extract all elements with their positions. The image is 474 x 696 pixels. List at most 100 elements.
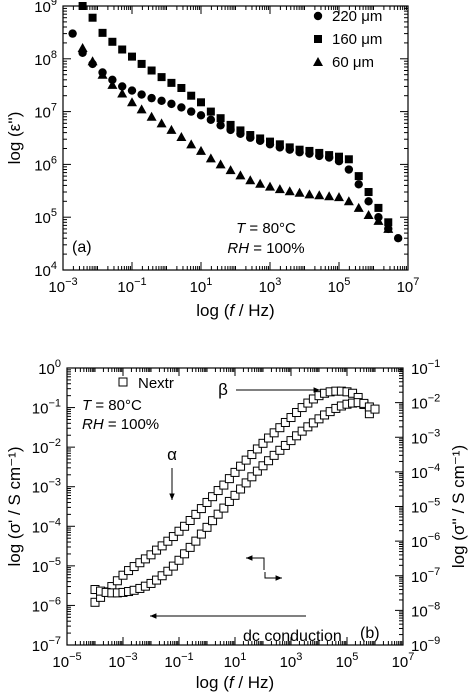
data-point-a-0 xyxy=(137,90,146,99)
y-right-tick-label-b: 10−9 xyxy=(411,635,440,655)
data-point-a-2 xyxy=(77,43,88,53)
data-point-a-2 xyxy=(127,97,137,107)
data-point-a-1 xyxy=(246,131,255,140)
data-point-b-0 xyxy=(269,428,279,438)
data-point-b-0 xyxy=(224,474,234,484)
y-left-tick-label-b: 10−7 xyxy=(32,635,61,655)
y-tick-label-a: 105 xyxy=(34,207,57,227)
data-point-a-1 xyxy=(78,2,87,10)
data-point-b-0 xyxy=(297,403,307,413)
data-point-b-1 xyxy=(275,445,285,455)
legend-marker-a-2 xyxy=(313,57,323,66)
y-tick-label-a: 109 xyxy=(34,0,57,16)
data-point-a-1 xyxy=(147,66,156,75)
data-point-a-2 xyxy=(205,153,216,163)
data-point-b-1 xyxy=(213,509,223,519)
x-tick-label-a: 10−1 xyxy=(117,276,146,296)
data-point-b-1 xyxy=(269,450,279,460)
x-tick-label-b: 10−5 xyxy=(52,651,81,671)
data-point-a-1 xyxy=(167,78,176,87)
series-b-1 xyxy=(90,398,380,598)
data-point-b-0 xyxy=(230,467,240,477)
data-point-a-1 xyxy=(364,188,373,197)
annotation-a-0: T = 80°C xyxy=(236,220,296,237)
annotation-b-var-1: RH xyxy=(82,416,104,433)
data-point-b-0 xyxy=(292,408,302,418)
annotation-b-var-0: T xyxy=(82,397,93,414)
data-point-a-1 xyxy=(226,120,235,129)
data-point-a-2 xyxy=(215,159,226,169)
data-point-b-0 xyxy=(236,461,246,471)
data-point-a-1 xyxy=(266,137,274,146)
data-point-a-0 xyxy=(393,234,403,243)
data-point-a-2 xyxy=(284,186,295,196)
legend-label-b: Nextr xyxy=(138,375,174,392)
x-tick-label-b: 101 xyxy=(224,651,247,671)
y-right-tick-label-b: 10−7 xyxy=(411,566,440,586)
data-point-b-1 xyxy=(286,436,296,446)
data-point-b-0 xyxy=(112,576,122,586)
data-point-b-0 xyxy=(213,486,223,496)
sigma-left-pointer xyxy=(246,557,265,570)
data-point-b-0 xyxy=(180,521,190,531)
data-point-b-0 xyxy=(168,532,178,542)
data-point-a-0 xyxy=(354,180,363,189)
data-point-b-0 xyxy=(219,480,229,490)
data-point-a-2 xyxy=(136,104,147,114)
data-point-a-1 xyxy=(137,59,146,68)
data-point-b-1 xyxy=(163,566,173,576)
y-left-tick-label-b: 100 xyxy=(38,358,61,378)
data-point-b-1 xyxy=(370,404,380,414)
y-right-tick-label-b: 10−3 xyxy=(411,427,440,447)
panel-label-b: (b) xyxy=(360,625,380,642)
data-point-a-2 xyxy=(353,202,364,212)
data-point-a-1 xyxy=(128,52,136,61)
x-tick-label-a: 107 xyxy=(397,276,420,296)
data-point-b-0 xyxy=(163,536,173,546)
y-right-tick-label-b: 10−1 xyxy=(411,358,440,378)
data-point-a-1 xyxy=(197,98,205,107)
data-point-b-0 xyxy=(258,438,268,448)
data-point-a-2 xyxy=(166,124,177,134)
legend-label-a-1: 160 μm xyxy=(332,31,382,48)
data-point-a-2 xyxy=(156,118,167,128)
y-right-tick-label-b: 10−2 xyxy=(411,393,440,413)
alpha-arrow-head xyxy=(169,493,175,500)
data-point-a-2 xyxy=(245,175,256,185)
data-point-b-1 xyxy=(174,555,184,565)
y-left-tick-label-b: 10−4 xyxy=(32,516,61,536)
data-point-b-1 xyxy=(219,503,229,513)
data-point-a-0 xyxy=(157,96,166,106)
data-point-b-0 xyxy=(185,516,195,526)
sigma-left-arrowhead-head xyxy=(246,555,253,561)
data-point-b-1 xyxy=(196,529,206,539)
y-left-axis-label-b: log (σ' / S cm⁻¹) xyxy=(5,447,24,567)
data-point-b-0 xyxy=(280,417,290,427)
data-point-a-0 xyxy=(187,107,196,116)
data-point-b-0 xyxy=(146,550,156,560)
data-point-a-2 xyxy=(196,145,206,155)
annotation-b-1: RH = 100% xyxy=(82,416,159,433)
data-point-b-0 xyxy=(157,541,167,551)
data-point-b-1 xyxy=(224,496,234,506)
data-point-a-1 xyxy=(118,45,127,54)
data-point-b-1 xyxy=(258,461,268,471)
data-point-b-1 xyxy=(208,516,218,526)
data-point-a-2 xyxy=(363,210,374,220)
data-point-a-2 xyxy=(314,190,325,200)
beta-label-b: β xyxy=(218,380,228,399)
data-point-a-2 xyxy=(304,189,315,199)
data-point-a-2 xyxy=(294,187,305,197)
data-point-a-1 xyxy=(108,37,117,46)
data-point-b-0 xyxy=(241,455,251,465)
data-point-a-1 xyxy=(285,143,294,152)
data-point-b-0 xyxy=(264,433,274,443)
data-point-b-1 xyxy=(292,431,302,441)
data-point-a-2 xyxy=(107,79,118,89)
x-axis-label-b-suffix: / Hz) xyxy=(234,673,275,692)
data-point-b-0 xyxy=(191,509,201,519)
y-right-tick-label-b: 10−5 xyxy=(411,497,440,517)
data-point-a-2 xyxy=(117,88,128,98)
data-point-a-2 xyxy=(146,111,157,121)
data-point-b-0 xyxy=(90,597,100,607)
